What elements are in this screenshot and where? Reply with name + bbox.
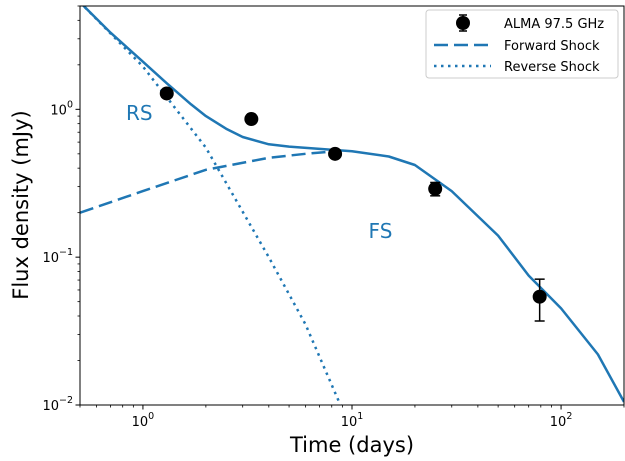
y-tick-label: 100 xyxy=(50,99,73,118)
data-point xyxy=(328,146,343,161)
legend: ALMA 97.5 GHz Forward Shock Reverse Shoc… xyxy=(425,9,619,79)
x-tick-base: 10 xyxy=(132,415,149,430)
y-tick-exponent: −1 xyxy=(59,247,73,258)
data-point xyxy=(244,112,259,127)
legend-alma-marker xyxy=(456,16,470,30)
legend-label-forward-shock: Forward Shock xyxy=(504,39,600,54)
model-curves xyxy=(80,6,624,405)
data-point xyxy=(428,181,443,196)
legend-box xyxy=(425,9,619,79)
x-tick-label: 102 xyxy=(550,411,573,430)
y-tick-exponent: 0 xyxy=(67,99,73,110)
annotation-fs: FS xyxy=(369,219,393,243)
data-point xyxy=(532,289,547,304)
data-markers xyxy=(159,86,547,322)
legend-entry-alma: ALMA 97.5 GHz xyxy=(456,14,604,32)
y-axis-title: Flux density (mJy) xyxy=(9,110,33,299)
x-tick-base: 10 xyxy=(341,415,358,430)
reverse-shock-curve xyxy=(81,6,342,405)
annotation-rs: RS xyxy=(126,101,153,125)
legend-label-reverse-shock: Reverse Shock xyxy=(504,60,600,75)
legend-label-alma: ALMA 97.5 GHz xyxy=(504,17,604,32)
legend-entry-reverse-shock: Reverse Shock xyxy=(434,60,600,75)
forward-shock-curve xyxy=(80,150,336,214)
total-model-curve xyxy=(81,6,624,403)
x-tick-exponent: 0 xyxy=(148,411,154,422)
annotations: RS FS xyxy=(126,101,392,243)
y-tick-base: 10 xyxy=(42,399,59,414)
y-tick-label: 10−2 xyxy=(42,395,73,414)
x-tick-label: 101 xyxy=(341,411,364,430)
legend-entry-forward-shock: Forward Shock xyxy=(434,39,600,54)
y-tick-base: 10 xyxy=(50,103,67,118)
x-tick-exponent: 2 xyxy=(566,411,572,422)
y-tick-label: 10−1 xyxy=(42,247,73,266)
y-tick-exponent: −2 xyxy=(59,395,73,406)
x-axis-title: Time (days) xyxy=(289,433,414,457)
x-tick-exponent: 1 xyxy=(357,411,363,422)
data-point xyxy=(159,86,174,101)
y-tick-base: 10 xyxy=(42,251,59,266)
x-tick-label: 100 xyxy=(132,411,155,430)
x-tick-base: 10 xyxy=(550,415,567,430)
